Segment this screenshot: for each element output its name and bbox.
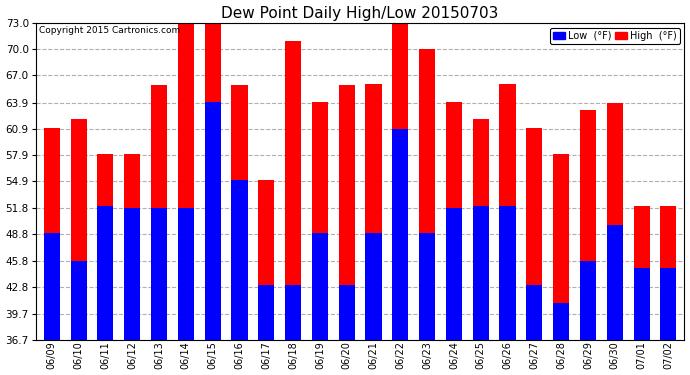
- Bar: [70, 261, 87, 340]
- Title: Dew Point Daily High/Low 20150703: Dew Point Daily High/Low 20150703: [221, 6, 499, 21]
- Bar: [124, 208, 140, 340]
- Bar: [419, 232, 435, 340]
- Bar: [312, 102, 328, 340]
- Text: Copyright 2015 Cartronics.com: Copyright 2015 Cartronics.com: [39, 26, 180, 35]
- Bar: [70, 119, 87, 340]
- Bar: [660, 207, 676, 340]
- Bar: [43, 232, 60, 340]
- Bar: [97, 154, 113, 340]
- Bar: [607, 103, 623, 340]
- Bar: [633, 268, 649, 340]
- Bar: [231, 85, 248, 340]
- Bar: [473, 119, 489, 340]
- Bar: [366, 84, 382, 340]
- Bar: [205, 102, 221, 340]
- Bar: [151, 85, 167, 340]
- Bar: [607, 225, 623, 340]
- Bar: [151, 208, 167, 340]
- Bar: [446, 208, 462, 340]
- Bar: [285, 285, 301, 340]
- Legend: Low  (°F), High  (°F): Low (°F), High (°F): [551, 28, 680, 44]
- Bar: [580, 261, 596, 340]
- Bar: [553, 303, 569, 340]
- Bar: [258, 180, 275, 340]
- Bar: [526, 285, 542, 340]
- Bar: [660, 268, 676, 340]
- Bar: [43, 128, 60, 340]
- Bar: [285, 40, 301, 340]
- Bar: [526, 128, 542, 340]
- Bar: [446, 102, 462, 340]
- Bar: [258, 285, 275, 340]
- Bar: [231, 180, 248, 340]
- Bar: [392, 23, 408, 340]
- Bar: [97, 207, 113, 340]
- Bar: [500, 207, 515, 340]
- Bar: [205, 23, 221, 340]
- Bar: [366, 232, 382, 340]
- Bar: [473, 207, 489, 340]
- Bar: [633, 207, 649, 340]
- Bar: [339, 85, 355, 340]
- Bar: [580, 110, 596, 340]
- Bar: [312, 232, 328, 340]
- Bar: [124, 154, 140, 340]
- Bar: [392, 129, 408, 340]
- Bar: [178, 23, 194, 340]
- Bar: [419, 49, 435, 340]
- Bar: [553, 154, 569, 340]
- Bar: [178, 208, 194, 340]
- Bar: [339, 285, 355, 340]
- Bar: [500, 84, 515, 340]
